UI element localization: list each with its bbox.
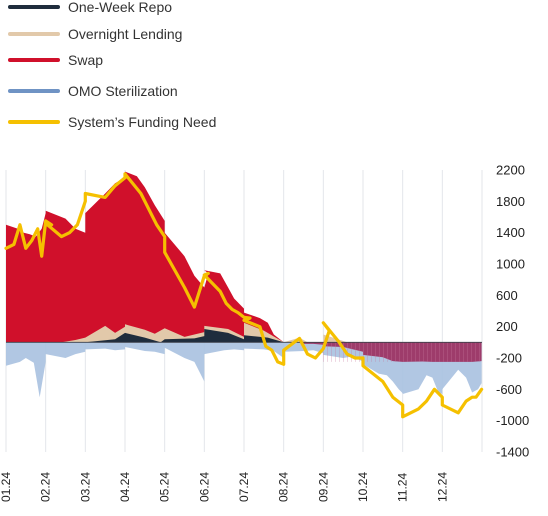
funding-need-line bbox=[4, 172, 484, 419]
legend-item-one-week-repo: One-Week Repo bbox=[8, 0, 172, 17]
xtick-label: 10.24 bbox=[356, 472, 370, 502]
ytick-label: -1400 bbox=[496, 445, 529, 460]
legend-swatch-funding-need bbox=[8, 120, 60, 124]
legend-swatch-swap bbox=[8, 58, 60, 62]
xtick-label: 03.24 bbox=[78, 472, 92, 502]
legend-item-funding-need: System’s Funding Need bbox=[8, 112, 216, 132]
legend-label-funding-need: System’s Funding Need bbox=[68, 114, 217, 130]
legend-label-one-week-repo: One-Week Repo bbox=[68, 0, 173, 15]
swap-area-positive bbox=[6, 171, 482, 343]
ytick-label: 600 bbox=[496, 288, 518, 303]
swap-area-negative bbox=[6, 342, 482, 362]
ytick-label: 1400 bbox=[496, 225, 525, 240]
legend-label-overnight-lending: Overnight Lending bbox=[68, 26, 183, 42]
ytick-label: 1000 bbox=[496, 257, 525, 272]
area-layer bbox=[6, 171, 482, 398]
xtick-label: 02.24 bbox=[39, 472, 53, 502]
ytick-label: 1800 bbox=[496, 194, 525, 209]
ytick-label: -1000 bbox=[496, 413, 529, 428]
omo-sterilization-area bbox=[6, 342, 482, 398]
one-week-repo-area bbox=[85, 329, 482, 343]
legend-item-omo-sterilization: OMO Sterilization bbox=[8, 81, 178, 101]
ytick-label: -600 bbox=[496, 382, 522, 397]
legend-swatch-one-week-repo bbox=[8, 5, 60, 9]
xtick-label: 09.24 bbox=[316, 472, 330, 502]
xtick-label: 06.24 bbox=[197, 472, 211, 502]
xtick-label: 08.24 bbox=[277, 472, 291, 502]
xtick-label: 12.24 bbox=[435, 472, 449, 502]
ytick-label: 200 bbox=[496, 319, 518, 334]
xtick-label: 01.24 bbox=[0, 472, 13, 502]
legend-item-overnight-lending: Overnight Lending bbox=[8, 24, 182, 44]
xtick-label: 04.24 bbox=[118, 472, 132, 502]
legend-swatch-omo-sterilization bbox=[8, 89, 60, 93]
xtick-label: 07.24 bbox=[237, 472, 251, 502]
axis-layer: 2200 1800 1400 1000 600 200 -200 -600 -1000 -1400… bbox=[0, 163, 529, 503]
line-layer bbox=[4, 172, 484, 419]
legend-item-swap: Swap bbox=[8, 50, 103, 70]
ytick-label: 2200 bbox=[496, 163, 525, 178]
ytick-label: -200 bbox=[496, 351, 522, 366]
legend-label-swap: Swap bbox=[68, 52, 104, 68]
legend-label-omo-sterilization: OMO Sterilization bbox=[68, 83, 178, 99]
xtick-label: 05.24 bbox=[158, 472, 172, 502]
xtick-label: 11.24 bbox=[396, 473, 410, 502]
legend-swatch-overnight-lending bbox=[8, 32, 60, 36]
